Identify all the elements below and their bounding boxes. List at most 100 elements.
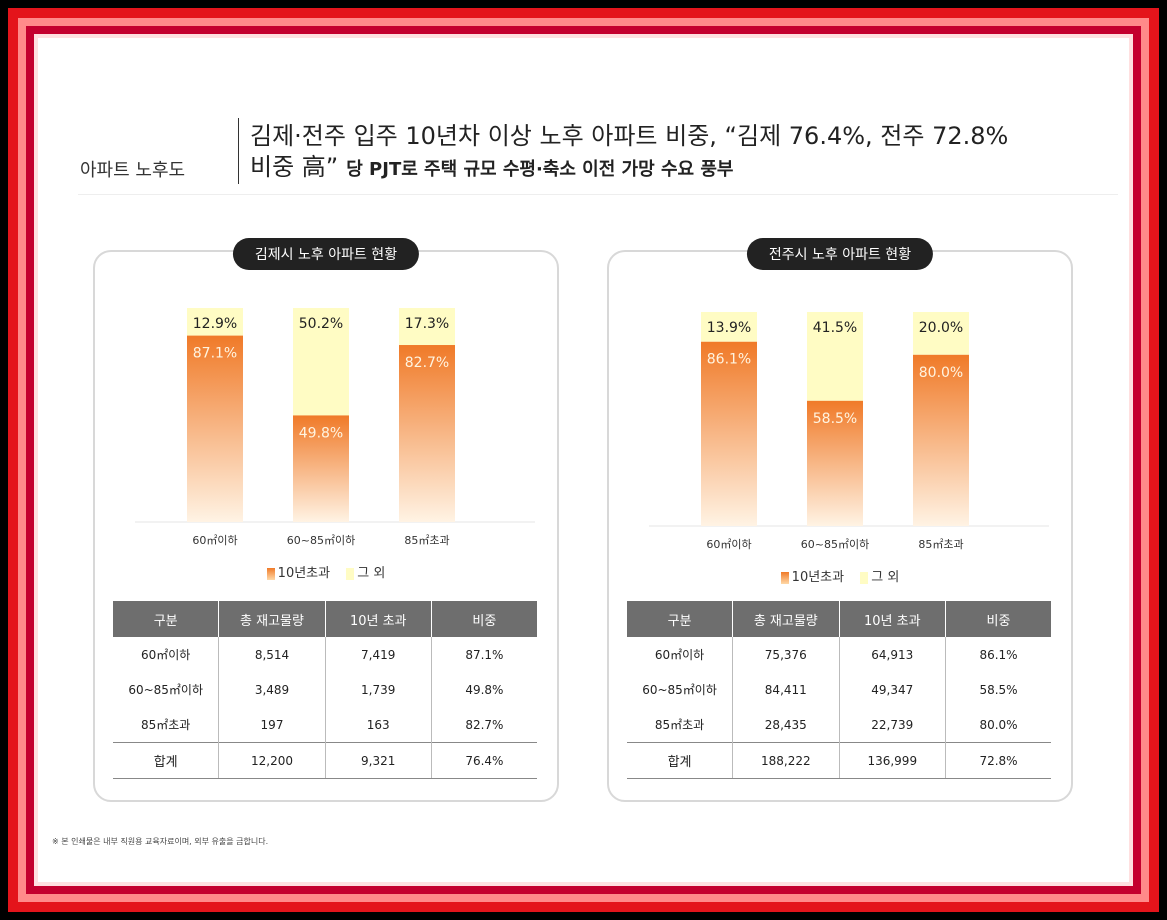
table-cell: 75,376 <box>732 637 840 672</box>
jeonju-panel: 전주시 노후 아파트 현황 13.9% 86.1% 60㎡이하 41.5% 58.5% 6… <box>607 238 1073 802</box>
data-label-other: 41.5% <box>813 320 857 336</box>
col-header: 구분 <box>627 601 734 637</box>
gimje-panel: 김제시 노후 아파트 현황 12.9% 87.1% 60㎡이하 50.2% 49.8% 6… <box>93 238 559 802</box>
jeonju-bar-chart: 13.9% 86.1% 60㎡이하 41.5% 58.5% 60~85㎡이하 20.0% 80… <box>649 312 1049 551</box>
slide-page: 아파트 노후도 김제·전주 입주 10년차 이상 노후 아파트 비중, “김제 … <box>38 38 1129 882</box>
data-label-over10: 49.8% <box>299 425 343 441</box>
table-row: 85㎡초과 197 163 82.7% <box>113 707 537 743</box>
data-label-other: 17.3% <box>405 316 449 332</box>
data-label-other: 20.0% <box>919 320 963 336</box>
category-label: 60㎡이하 <box>706 537 751 551</box>
data-label-over10: 82.7% <box>405 355 449 371</box>
table-cell: 86.1% <box>979 647 1018 662</box>
table-cell: 64,913 <box>839 637 947 672</box>
table-cell: 84,411 <box>732 672 840 707</box>
bar-other <box>187 308 243 336</box>
data-label-other: 50.2% <box>299 316 343 332</box>
bar-over10 <box>807 400 863 526</box>
bar-over10 <box>293 415 349 522</box>
table-cell: 85㎡초과 <box>113 707 220 743</box>
section-label: 아파트 노후도 <box>80 160 186 181</box>
table-cell: 합계 <box>113 742 220 779</box>
legend-label-over10: 10년초과 <box>277 566 331 581</box>
bar-over10 <box>399 345 455 522</box>
category-label: 60㎡이하 <box>192 533 237 547</box>
bar-other <box>399 308 455 346</box>
legend-item-other: 그 외 <box>346 566 385 581</box>
jeonju-table: 구분 총 재고물량 10년 초과 비중 60㎡이하 75,376 64,913 86.… <box>627 601 1051 779</box>
table-header-row: 구분 총 재고물량 10년 초과 비중 <box>113 601 537 637</box>
bar-over10 <box>701 341 757 526</box>
table-total-row: 합계 12,200 9,321 76.4% <box>113 742 537 779</box>
table-cell: 80.0% <box>979 717 1018 732</box>
headline-line2-main: 비중 高” <box>250 153 339 181</box>
legend-swatch-other <box>346 567 355 580</box>
table-cell: 72.8% <box>945 742 1051 779</box>
table-cell: 60㎡이하 <box>113 637 220 672</box>
bar-other <box>293 308 349 416</box>
headline: 김제·전주 입주 10년차 이상 노후 아파트 비중, “김제 76.4%, 전… <box>250 120 1130 185</box>
table-cell: 28,435 <box>732 707 840 743</box>
bar-over10 <box>187 335 243 522</box>
table-row: 60㎡이하 8,514 7,419 87.1% <box>113 637 537 672</box>
table-cell: 1,739 <box>325 672 432 707</box>
table-cell: 22,739 <box>839 707 947 743</box>
legend-item-over10: 10년초과 <box>780 570 845 585</box>
table-cell: 60~85㎡이하 <box>113 672 220 707</box>
table-cell: 58.5% <box>979 682 1018 697</box>
category-label: 85㎡초과 <box>918 538 963 551</box>
headline-subtitle: 당 PJT로 주택 규모 수평·축소 이전 가망 수요 풍부 <box>346 159 734 180</box>
legend-swatch-over10 <box>266 567 275 580</box>
table-cell: 60㎡이하 <box>627 637 734 672</box>
category-label: 85㎡초과 <box>404 534 449 547</box>
table-cell: 82.7% <box>465 717 504 732</box>
bar-other <box>807 312 863 401</box>
category-label: 60~85㎡이하 <box>801 537 869 551</box>
gimje-bar-chart: 12.9% 87.1% 60㎡이하 50.2% 49.8% 60~85㎡이하 17.3% 82… <box>135 308 535 547</box>
gimje-chart-title: 김제시 노후 아파트 현황 <box>232 238 420 270</box>
col-header: 10년 초과 <box>839 601 947 637</box>
bar-other <box>701 312 757 342</box>
table-cell: 60~85㎡이하 <box>627 672 734 707</box>
col-header: 비중 <box>431 601 537 637</box>
table-cell: 85㎡초과 <box>627 707 734 743</box>
footnote: ※ 본 인쇄물은 내부 직원용 교육자료이며, 외부 유출을 금합니다. <box>52 837 269 846</box>
legend-label-over10: 10년초과 <box>791 570 845 585</box>
table-cell: 76.4% <box>431 742 537 779</box>
table-cell: 49,347 <box>839 672 947 707</box>
gimje-table: 구분 총 재고물량 10년 초과 비중 60㎡이하 8,514 7,419 87.1%… <box>113 601 537 779</box>
bar-over10 <box>913 354 969 526</box>
table-cell: 87.1% <box>465 647 504 662</box>
gimje-legend: 10년초과 그 외 <box>95 562 557 581</box>
legend-item-over10: 10년초과 <box>266 566 331 581</box>
table-cell: 합계 <box>627 742 734 779</box>
col-header: 비중 <box>945 601 1051 637</box>
table-cell: 49.8% <box>465 682 504 697</box>
table-cell: 163 <box>325 707 432 743</box>
col-header: 총 재고물량 <box>218 601 326 637</box>
legend-item-other: 그 외 <box>860 570 899 585</box>
table-row: 60~85㎡이하 3,489 1,739 49.8% <box>113 672 537 707</box>
table-cell: 3,489 <box>218 672 326 707</box>
headline-line2: 비중 高” 당 PJT로 주택 규모 수평·축소 이전 가망 수요 풍부 <box>250 152 1130 185</box>
legend-label-other: 그 외 <box>357 566 386 581</box>
bar-other <box>913 312 969 355</box>
table-row: 60㎡이하 75,376 64,913 86.1% <box>627 637 1051 672</box>
table-total-row: 합계 188,222 136,999 72.8% <box>627 742 1051 779</box>
col-header: 총 재고물량 <box>732 601 840 637</box>
jeonju-legend: 10년초과 그 외 <box>609 566 1071 585</box>
data-label-over10: 80.0% <box>919 365 963 381</box>
table-cell: 7,419 <box>325 637 432 672</box>
table-cell: 197 <box>218 707 326 743</box>
legend-label-other: 그 외 <box>871 570 900 585</box>
legend-swatch-over10 <box>780 571 789 584</box>
data-label-over10: 58.5% <box>813 411 857 427</box>
header-rule <box>78 194 1118 195</box>
col-header: 10년 초과 <box>325 601 432 637</box>
table-row: 60~85㎡이하 84,411 49,347 58.5% <box>627 672 1051 707</box>
table-cell: 8,514 <box>218 637 326 672</box>
title-divider <box>238 118 239 184</box>
jeonju-chart-title: 전주시 노후 아파트 현황 <box>746 238 934 270</box>
table-cell: 136,999 <box>839 742 947 779</box>
category-label: 60~85㎡이하 <box>287 533 355 547</box>
